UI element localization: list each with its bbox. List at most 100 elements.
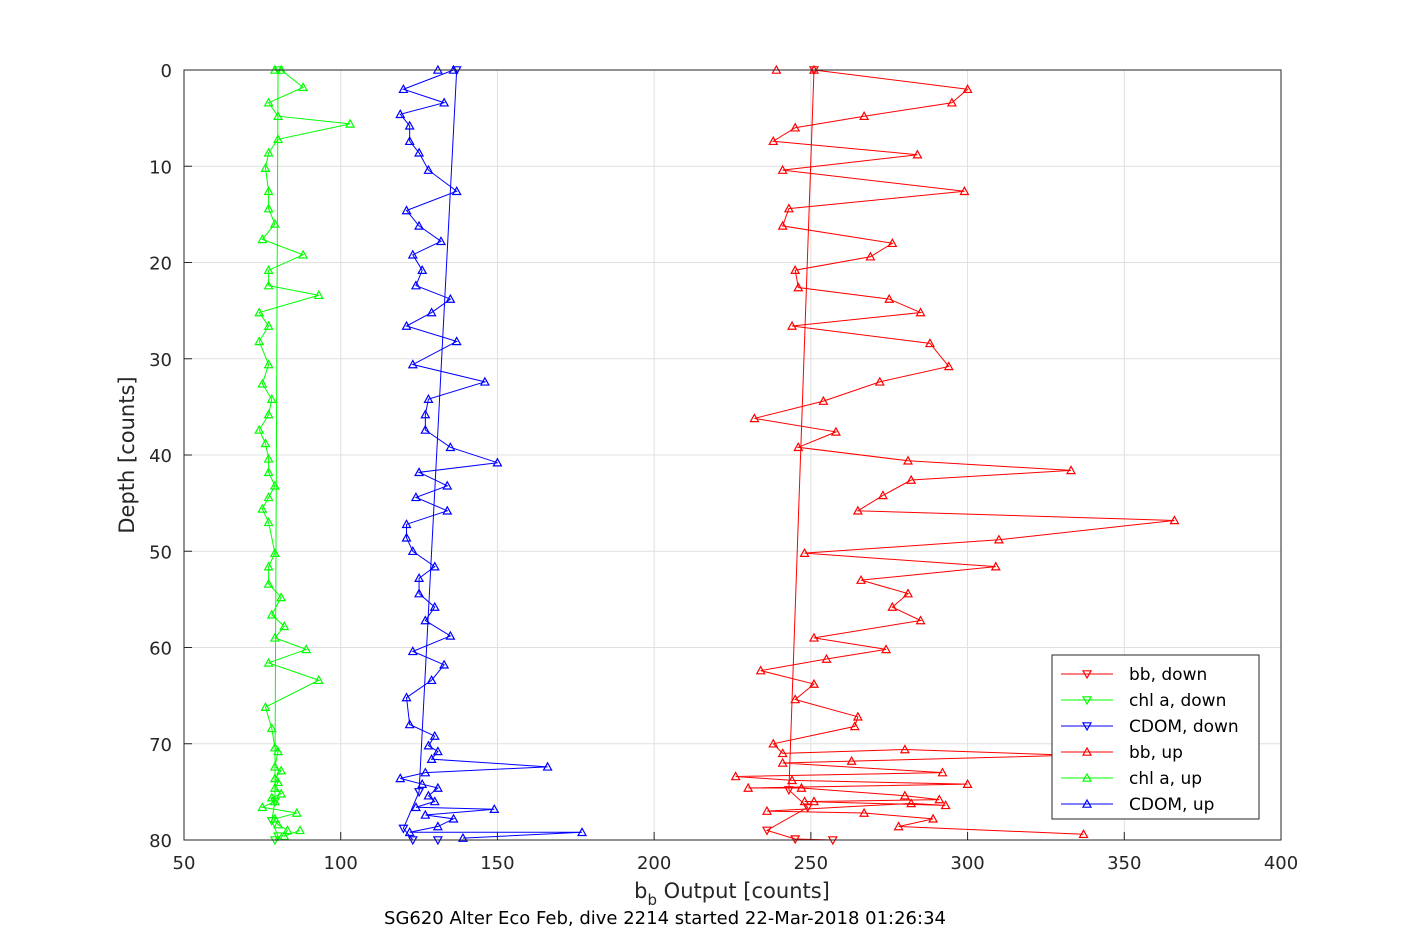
data-point [254, 307, 265, 317]
data-point [808, 678, 820, 688]
data-point [298, 249, 309, 259]
data-point [442, 480, 453, 490]
data-point [414, 220, 425, 230]
data-point [887, 601, 898, 611]
data-point [962, 778, 973, 788]
data-point [761, 826, 772, 836]
data-point [273, 777, 284, 787]
data-point [887, 238, 898, 248]
data-point [260, 701, 271, 711]
data-point [799, 796, 810, 806]
data-point [859, 807, 870, 817]
legend-label: bb, down [1129, 665, 1207, 685]
y-tick-label: 40 [149, 446, 172, 467]
legend-entry: bb, up [1061, 743, 1183, 763]
data-point [263, 453, 274, 463]
data-point [924, 338, 935, 348]
data-point [787, 775, 798, 785]
data-point [298, 82, 309, 92]
legend-marker [1081, 746, 1093, 756]
data-point [426, 674, 437, 685]
data-point [410, 280, 421, 290]
data-point [790, 694, 801, 704]
data-point [398, 824, 409, 834]
data-point [269, 632, 280, 642]
data-point [946, 97, 957, 107]
data-point [859, 110, 870, 120]
data-point [257, 234, 268, 244]
x-tick-label: 300 [950, 853, 984, 874]
data-point [410, 492, 421, 502]
data-point [940, 800, 951, 810]
data-point [448, 813, 459, 823]
x-tick-label: 250 [794, 853, 828, 874]
data-point [830, 426, 841, 436]
data-point [420, 409, 431, 419]
series-4 [254, 64, 356, 840]
data-point [266, 609, 277, 619]
data-point [943, 361, 954, 371]
data-point [426, 753, 437, 763]
data-point [730, 771, 741, 781]
y-tick-label: 0 [161, 61, 172, 82]
data-point [417, 778, 428, 788]
y-tick-label: 60 [149, 639, 172, 660]
data-point [855, 574, 867, 584]
data-point [457, 832, 468, 842]
data-point [423, 164, 434, 174]
data-point [777, 748, 788, 758]
data-point [282, 825, 293, 835]
data-point [410, 802, 421, 812]
data-point [426, 307, 437, 317]
legend-entry: bb, down [1061, 665, 1207, 685]
data-point [263, 320, 274, 330]
data-point [414, 147, 425, 157]
data-point [263, 492, 274, 502]
data-point [429, 796, 440, 806]
data-point [404, 827, 415, 837]
data-point [777, 757, 788, 767]
y-tick-label: 70 [149, 735, 172, 756]
data-point [269, 480, 280, 490]
data-point [881, 644, 892, 654]
data-point [257, 802, 268, 812]
data-point [429, 730, 440, 740]
data-point [489, 803, 500, 813]
data-point [432, 746, 443, 756]
series-line [735, 69, 1175, 835]
data-point [849, 721, 860, 731]
data-point [445, 442, 456, 452]
data-point [269, 813, 280, 823]
data-point [435, 236, 447, 246]
data-point [398, 84, 409, 94]
legend-label: chl a, up [1129, 769, 1202, 789]
data-point [263, 467, 274, 477]
data-point [903, 588, 914, 598]
data-point [877, 490, 888, 500]
data-point [420, 809, 431, 819]
data-point [768, 135, 779, 146]
data-point [906, 798, 917, 808]
y-axis-label: Depth [counts] [115, 376, 139, 533]
data-point [263, 97, 274, 107]
data-point [313, 289, 324, 300]
data-point [442, 505, 453, 515]
data-point [273, 819, 284, 829]
legend: bb, down chl a, down CDOM, down bb, up chl a… [1051, 654, 1260, 820]
data-point [254, 336, 265, 346]
data-point [266, 792, 277, 802]
data-point [420, 767, 431, 777]
data-point [420, 424, 431, 434]
legend-label: CDOM, up [1129, 795, 1214, 815]
data-point [263, 409, 274, 419]
data-point [404, 719, 415, 729]
data-point [263, 280, 274, 290]
data-point [928, 813, 939, 823]
series-line [399, 69, 583, 839]
data-point [959, 186, 970, 196]
data-point [915, 615, 926, 625]
data-point [279, 621, 290, 631]
x-tick-label: 400 [1264, 853, 1298, 874]
data-point [451, 186, 462, 196]
data-point [266, 393, 277, 403]
